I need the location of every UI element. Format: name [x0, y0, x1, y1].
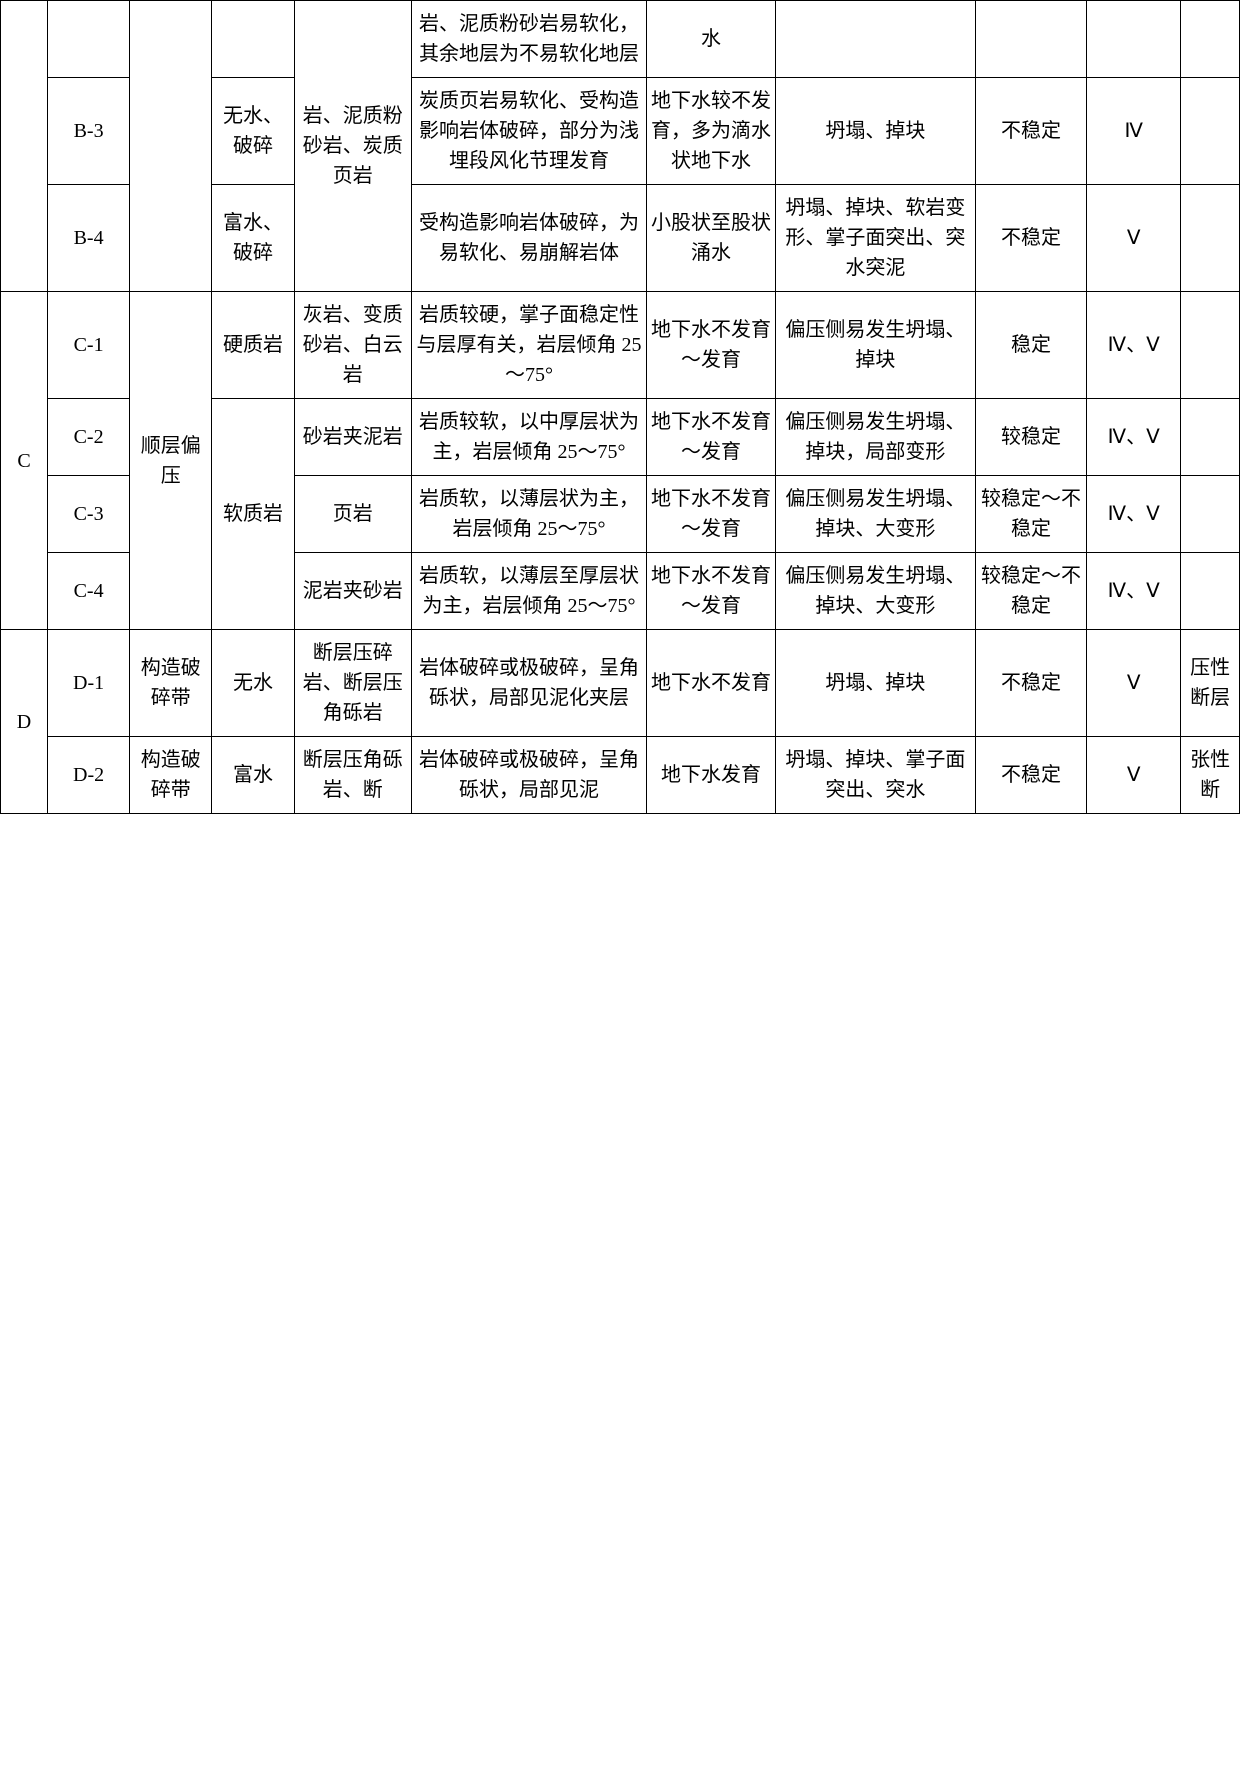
cell: 岩体破碎或极破碎，呈角砾状，局部见泥化夹层	[412, 630, 647, 737]
cell: C-4	[47, 553, 129, 630]
cell	[130, 1, 212, 292]
cell: 偏压侧易发生坍塌、掉块、大变形	[776, 476, 976, 553]
cell: 岩质较硬，掌子面稳定性与层厚有关，岩层倾角 25～75°	[412, 292, 647, 399]
cell-group-c: C	[1, 292, 48, 630]
cell	[1181, 399, 1240, 476]
cell: Ⅳ、Ⅴ	[1087, 476, 1181, 553]
geology-table: 岩、泥质粉砂岩、炭质页岩 岩、泥质粉砂岩易软化，其余地层为不易软化地层 水 B-…	[0, 0, 1240, 814]
cell: B-3	[47, 78, 129, 185]
cell: 较稳定～不稳定	[975, 553, 1087, 630]
cell: C-3	[47, 476, 129, 553]
cell: 页岩	[294, 476, 411, 553]
cell: Ⅳ	[1087, 78, 1181, 185]
cell: 偏压侧易发生坍塌、掉块，局部变形	[776, 399, 976, 476]
cell: 泥岩夹砂岩	[294, 553, 411, 630]
cell: 硬质岩	[212, 292, 294, 399]
table-row: D D-1 构造破碎带 无水 断层压碎岩、断层压角砾岩 岩体破碎或极破碎，呈角砾…	[1, 630, 1240, 737]
cell: 不稳定	[975, 185, 1087, 292]
cell: 岩质较软，以中厚层状为主，岩层倾角 25～75°	[412, 399, 647, 476]
cell: 地下水不发育～发育	[646, 292, 775, 399]
cell: Ⅴ	[1087, 185, 1181, 292]
cell: Ⅴ	[1087, 737, 1181, 814]
cell-group-b	[1, 1, 48, 292]
cell: 岩、泥质粉砂岩、炭质页岩	[294, 1, 411, 292]
cell: Ⅳ、Ⅴ	[1087, 553, 1181, 630]
cell: D-1	[47, 630, 129, 737]
cell: 岩体破碎或极破碎，呈角砾状，局部见泥	[412, 737, 647, 814]
cell: 断层压角砾岩、断	[294, 737, 411, 814]
cell: 小股状至股状涌水	[646, 185, 775, 292]
cell: 富水、破碎	[212, 185, 294, 292]
cell	[776, 1, 976, 78]
cell	[1087, 1, 1181, 78]
table-row: 岩、泥质粉砂岩、炭质页岩 岩、泥质粉砂岩易软化，其余地层为不易软化地层 水	[1, 1, 1240, 78]
cell	[212, 1, 294, 78]
table-row: D-2 构造破碎带 富水 断层压角砾岩、断 岩体破碎或极破碎，呈角砾状，局部见泥…	[1, 737, 1240, 814]
cell: Ⅳ、Ⅴ	[1087, 292, 1181, 399]
cell: 构造破碎带	[130, 737, 212, 814]
cell: 不稳定	[975, 78, 1087, 185]
cell: 地下水不发育	[646, 630, 775, 737]
cell: Ⅴ	[1087, 630, 1181, 737]
cell: 软质岩	[212, 399, 294, 630]
cell	[1181, 1, 1240, 78]
cell: 水	[646, 1, 775, 78]
cell	[1181, 78, 1240, 185]
cell: 地下水不发育～发育	[646, 476, 775, 553]
cell: 不稳定	[975, 737, 1087, 814]
cell: 地下水发育	[646, 737, 775, 814]
cell: 岩质软，以薄层至厚层状为主，岩层倾角 25～75°	[412, 553, 647, 630]
cell: 无水	[212, 630, 294, 737]
cell: 顺层偏压	[130, 292, 212, 630]
cell: 坍塌、掉块	[776, 630, 976, 737]
cell: 构造破碎带	[130, 630, 212, 737]
cell: 受构造影响岩体破碎，为易软化、易崩解岩体	[412, 185, 647, 292]
cell	[1181, 553, 1240, 630]
cell	[1181, 476, 1240, 553]
cell: 地下水不发育～发育	[646, 553, 775, 630]
cell	[1181, 292, 1240, 399]
cell: 砂岩夹泥岩	[294, 399, 411, 476]
cell-group-d: D	[1, 630, 48, 814]
cell: C-1	[47, 292, 129, 399]
cell: 炭质页岩易软化、受构造影响岩体破碎，部分为浅埋段风化节理发育	[412, 78, 647, 185]
cell: 岩、泥质粉砂岩易软化，其余地层为不易软化地层	[412, 1, 647, 78]
cell	[47, 1, 129, 78]
cell: 富水	[212, 737, 294, 814]
cell: 坍塌、掉块、掌子面突出、突水	[776, 737, 976, 814]
cell: 压性断层	[1181, 630, 1240, 737]
cell: 偏压侧易发生坍塌、掉块	[776, 292, 976, 399]
cell: 地下水不发育～发育	[646, 399, 775, 476]
cell: 张性断	[1181, 737, 1240, 814]
cell: Ⅳ、Ⅴ	[1087, 399, 1181, 476]
cell: 较稳定～不稳定	[975, 476, 1087, 553]
cell: 稳定	[975, 292, 1087, 399]
cell: 坍塌、掉块、软岩变形、掌子面突出、突水突泥	[776, 185, 976, 292]
cell: 地下水较不发育，多为滴水状地下水	[646, 78, 775, 185]
cell: 断层压碎岩、断层压角砾岩	[294, 630, 411, 737]
cell	[1181, 185, 1240, 292]
cell: C-2	[47, 399, 129, 476]
table-row: C C-1 顺层偏压 硬质岩 灰岩、变质砂岩、白云岩 岩质较硬，掌子面稳定性与层…	[1, 292, 1240, 399]
cell: 无水、破碎	[212, 78, 294, 185]
cell: 岩质软，以薄层状为主，岩层倾角 25～75°	[412, 476, 647, 553]
cell: 偏压侧易发生坍塌、掉块、大变形	[776, 553, 976, 630]
cell	[975, 1, 1087, 78]
cell: 灰岩、变质砂岩、白云岩	[294, 292, 411, 399]
cell: B-4	[47, 185, 129, 292]
cell: 坍塌、掉块	[776, 78, 976, 185]
cell: 不稳定	[975, 630, 1087, 737]
cell: D-2	[47, 737, 129, 814]
cell: 较稳定	[975, 399, 1087, 476]
